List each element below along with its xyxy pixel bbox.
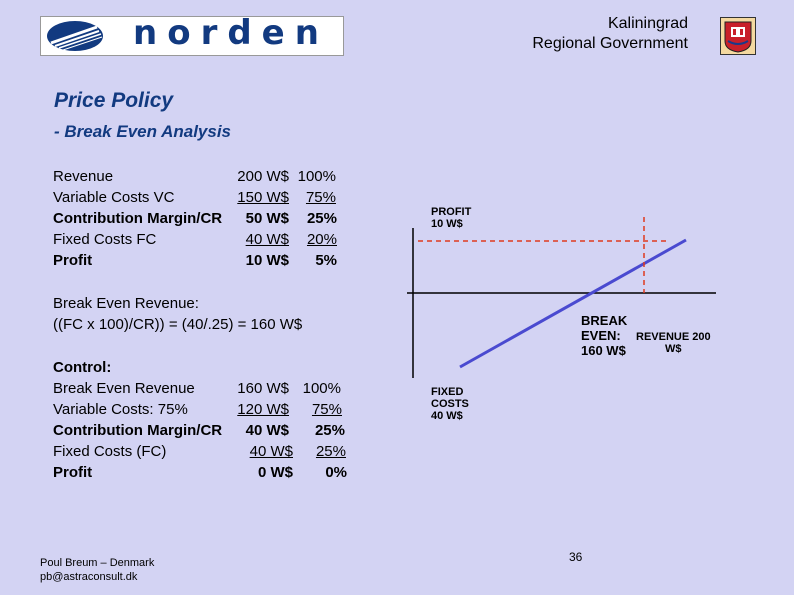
fixed-costs-label: FIXED COSTS 40 W$	[431, 386, 469, 422]
control-heading: Control:	[53, 359, 112, 376]
row-label: Profit	[53, 464, 93, 481]
row-amount: 10 W$	[245, 252, 289, 269]
page-subtitle: - Break Even Analysis	[54, 122, 232, 141]
row-percent: 25%	[315, 443, 346, 460]
row-percent: 75%	[305, 189, 336, 206]
brand-wordmark: norden	[133, 13, 329, 53]
revenue-label: REVENUE 200 W$	[636, 331, 711, 355]
row-amount: 200 W$	[237, 168, 289, 185]
page-title: Price Policy	[54, 89, 174, 112]
row-amount: 120 W$	[237, 401, 289, 418]
row-label: Fixed Costs (FC)	[53, 443, 167, 460]
formula-line-2: ((FC x 100)/CR)) = (40/.25) = 160 W$	[53, 316, 303, 333]
table-row: Fixed Costs (FC) 40 W$	[53, 441, 293, 462]
row-percent: 5%	[315, 252, 337, 269]
row-label: Variable Costs: 75%	[53, 401, 188, 418]
table-row-percent: 0%	[53, 462, 347, 483]
table-row: Break Even Revenue 160 W$	[53, 378, 289, 399]
row-label: Break Even Revenue	[53, 380, 195, 397]
table-row: Profit 0 W$	[53, 462, 293, 483]
row-amount: 40 W$	[245, 422, 289, 439]
row-label: Contribution Margin/CR	[53, 422, 223, 439]
row-percent: 100%	[297, 168, 336, 185]
table-row-percent: 5%	[53, 250, 337, 271]
globe-icon	[47, 21, 103, 51]
table-row: Variable Costs VC 150 W$	[53, 187, 289, 208]
row-percent: 25%	[306, 210, 337, 227]
break-even-label-line: BREAK	[581, 313, 628, 328]
row-amount: 160 W$	[237, 380, 289, 397]
row-amount: 40 W$	[249, 443, 293, 460]
fixed-costs-label-line: COSTS	[431, 398, 469, 410]
break-even-label-line: 160 W$	[581, 343, 626, 358]
break-even-label: BREAK EVEN: 160 W$	[581, 313, 627, 358]
profit-label-line: 10 W$	[431, 218, 463, 230]
table-row: Fixed Costs FC 40 W$	[53, 229, 289, 250]
row-percent: 25%	[314, 422, 345, 439]
table-row-percent: 100%	[53, 166, 336, 187]
revenue-label-line: REVENUE 200	[636, 331, 711, 343]
fixed-costs-label-line: 40 W$	[431, 410, 463, 422]
table-row-percent: 75%	[53, 187, 336, 208]
table-row: Variable Costs: 75% 120 W$	[53, 399, 289, 420]
revenue-label-line: W$	[665, 343, 682, 355]
profit-label: PROFIT 10 W$	[431, 206, 471, 230]
revenue-line	[459, 238, 687, 369]
page-number: 36	[569, 550, 583, 564]
table-row-percent: 20%	[53, 229, 337, 250]
row-percent: 0%	[325, 464, 347, 481]
fixed-costs-label-line: FIXED	[431, 386, 464, 398]
table-row: Revenue 200 W$	[53, 166, 289, 187]
table-row: Contribution Margin/CR 50 W$	[53, 208, 289, 229]
row-amount: 150 W$	[237, 189, 289, 206]
coat-of-arms-icon	[720, 17, 756, 55]
break-even-label-line: EVEN:	[581, 328, 621, 343]
row-percent: 75%	[311, 401, 342, 418]
row-amount: 0 W$	[257, 464, 293, 481]
table-row-percent: 100%	[53, 378, 341, 399]
break-even-formula: Break Even Revenue: ((FC x 100)/CR)) = (…	[53, 293, 302, 335]
row-label: Profit	[53, 252, 93, 269]
author-email: pb@astraconsult.dk	[40, 571, 138, 583]
row-label: Contribution Margin/CR	[53, 210, 223, 227]
gov-line-1: Kaliningrad	[607, 15, 688, 32]
row-amount: 50 W$	[245, 210, 289, 227]
table-row-percent: 25%	[53, 208, 337, 229]
norden-logo: norden	[40, 13, 344, 56]
formula-line-1: Break Even Revenue:	[53, 295, 199, 312]
author-name: Poul Breum – Denmark	[40, 557, 155, 569]
gov-line-2: Regional Government	[532, 35, 688, 52]
footer-credit: Poul Breum – Denmark pb@astraconsult.dk	[40, 556, 154, 584]
row-percent: 100%	[302, 380, 341, 397]
row-amount: 40 W$	[245, 231, 289, 248]
government-name: Kaliningrad Regional Government	[532, 14, 688, 54]
table-row-percent: 25%	[53, 441, 346, 462]
table-row: Profit 10 W$	[53, 250, 289, 271]
profit-label-line: PROFIT	[431, 206, 472, 218]
table-row-percent: 25%	[53, 420, 345, 441]
row-label: Fixed Costs FC	[53, 231, 157, 248]
table-row-percent: 75%	[53, 399, 342, 420]
row-label: Revenue	[53, 168, 114, 185]
row-percent: 20%	[306, 231, 337, 248]
row-label: Variable Costs VC	[53, 189, 175, 206]
table-row: Contribution Margin/CR 40 W$	[53, 420, 289, 441]
